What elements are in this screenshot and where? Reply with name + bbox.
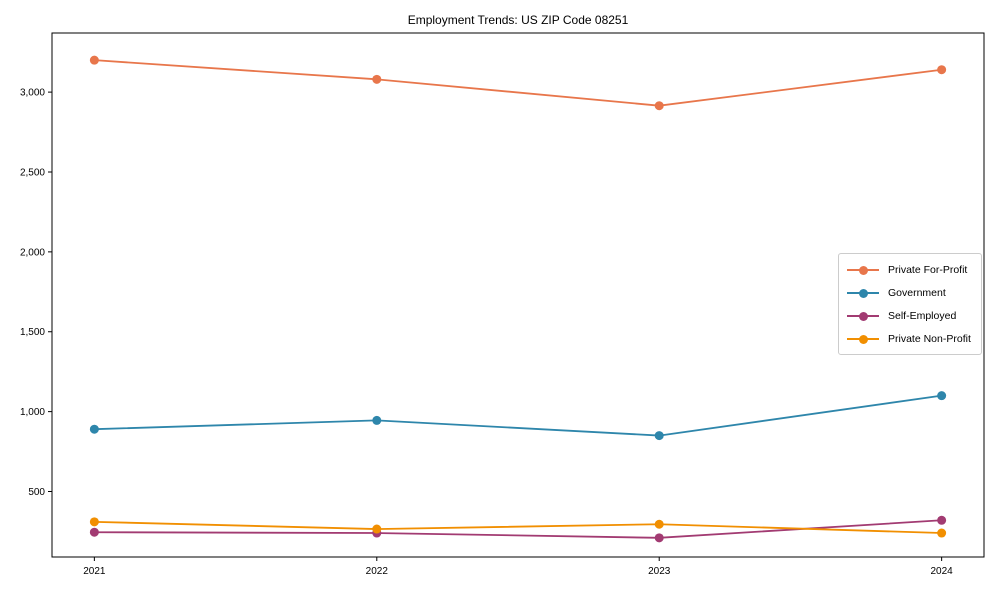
data-point-private-for-profit (654, 101, 664, 111)
data-point-private-for-profit (937, 65, 947, 75)
data-point-private-for-profit (89, 55, 99, 65)
data-point-self-employed (654, 533, 664, 543)
data-point-private-non-profit (89, 517, 99, 527)
data-point-self-employed (937, 515, 947, 525)
data-point-private-non-profit (372, 524, 382, 534)
y-axis-tick-label: 1,500 (20, 327, 45, 338)
legend-item-self-employed: Self-Employed (847, 304, 971, 327)
x-axis-tick-label: 2024 (931, 566, 954, 577)
legend-marker-government (847, 288, 879, 298)
chart-title: Employment Trends: US ZIP Code 08251 (407, 13, 629, 27)
data-point-private-for-profit (372, 74, 382, 84)
legend-item-private-non-profit: Private Non-Profit (847, 327, 971, 350)
series-line-private-non-profit (94, 520, 942, 534)
y-axis-tick-label: 2,000 (20, 247, 45, 258)
x-axis-tick-label: 2021 (83, 566, 106, 577)
legend-marker-self-employed (847, 311, 879, 321)
y-axis-tick-label: 500 (28, 487, 45, 498)
legend: Private For-Profit Government Self-Employe… (838, 253, 982, 355)
x-axis-tick-label: 2022 (366, 566, 389, 577)
legend-label-private-for-profit: Private For-Profit (888, 263, 968, 276)
legend-marker-private-non-profit (847, 334, 879, 344)
y-axis-tick-label: 3,000 (20, 88, 45, 99)
legend-marker-private-for-profit (847, 265, 879, 275)
data-point-private-non-profit (654, 519, 664, 529)
data-point-government (89, 424, 99, 434)
legend-label-private-non-profit: Private Non-Profit (888, 332, 971, 345)
legend-label-self-employed: Self-Employed (888, 309, 957, 322)
series-line-government (94, 394, 942, 437)
legend-item-private-for-profit: Private For-Profit (847, 258, 971, 281)
legend-label-government: Government (888, 286, 946, 299)
y-axis-tick-label: 1,000 (20, 407, 45, 418)
x-axis-tick-label: 2023 (648, 566, 671, 577)
series-line-private-for-profit (94, 59, 942, 107)
plot-frame (51, 32, 985, 558)
legend-item-government: Government (847, 281, 971, 304)
y-axis-tick-label: 2,500 (20, 167, 45, 178)
data-point-government (372, 415, 382, 425)
data-point-government (937, 391, 947, 401)
data-point-government (654, 431, 664, 441)
data-point-self-employed (89, 527, 99, 537)
data-point-private-non-profit (937, 528, 947, 538)
